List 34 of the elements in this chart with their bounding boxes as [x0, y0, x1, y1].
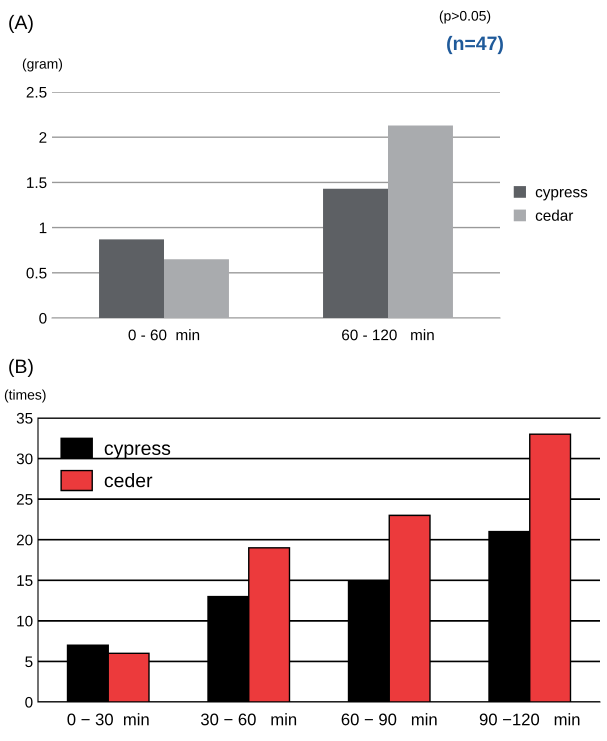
legend-label: cypress: [536, 189, 588, 200]
x-tick-label: 0 − 30 min: [67, 713, 149, 726]
x-tick-label: 0 - 60 min: [128, 329, 200, 340]
y-tick-label: 10: [17, 616, 33, 627]
x-tick-label: 60 − 90 min: [342, 713, 437, 726]
y-tick-label: 0.5: [26, 268, 46, 278]
y-tick-label: 5: [25, 656, 32, 668]
chart-title: (B): [9, 358, 33, 378]
x-tick-label: 90 −120 min: [480, 713, 580, 726]
y-axis-title: (times): [4, 390, 46, 402]
y-tick-label: 25: [16, 494, 32, 505]
y-tick-label: 30: [16, 453, 33, 464]
y-tick-label: 20: [16, 534, 33, 546]
legend-label: cedar: [536, 210, 574, 221]
y-tick-label: 15: [17, 575, 32, 586]
y-tick-label: 0: [25, 696, 33, 708]
x-tick-label: 60 - 120 min: [342, 329, 434, 340]
legend-label: cypress: [104, 444, 170, 459]
bar: [164, 259, 229, 318]
bar: [388, 125, 453, 318]
y-tick-label: 1.5: [27, 177, 46, 188]
y-tick-label: 2.5: [26, 86, 46, 98]
y-axis-title: (gram): [22, 58, 62, 72]
y-tick-label: 1: [40, 222, 46, 234]
y-tick-label: 0: [39, 312, 47, 324]
bar: [99, 239, 164, 318]
chart-title: (A): [9, 14, 33, 34]
x-tick-label: 30 − 60 min: [200, 713, 296, 726]
y-tick-label: 2: [39, 132, 46, 143]
text: (n=47): [447, 36, 503, 54]
y-tick-label: 35: [16, 412, 32, 424]
legend-label: ceder: [104, 473, 152, 488]
bar: [323, 188, 388, 318]
text: (p>0.05): [440, 10, 490, 24]
